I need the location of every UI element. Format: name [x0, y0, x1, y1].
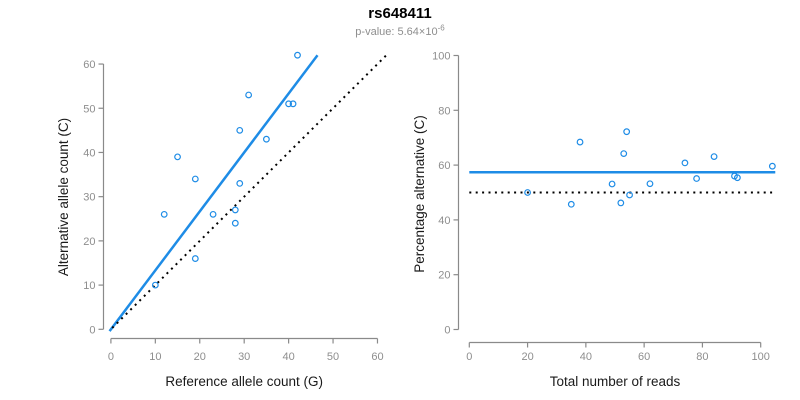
- data-point: [236, 126, 244, 134]
- y-tick-label: 100: [432, 51, 450, 63]
- y-tick-label: 60: [83, 59, 95, 71]
- data-point: [567, 200, 575, 208]
- y-tick-label: 80: [438, 105, 450, 117]
- data-point: [191, 255, 199, 262]
- y-tick-label: 30: [83, 192, 95, 204]
- data-point: [231, 219, 239, 227]
- x-tick-label: 10: [149, 351, 161, 363]
- x-tick-label: 0: [108, 351, 114, 363]
- x-tick-label: 50: [327, 351, 339, 363]
- data-point: [151, 281, 159, 289]
- y-tick-label: 20: [83, 236, 95, 248]
- y-tick-label: 40: [438, 215, 450, 227]
- x-tick-label: 80: [696, 351, 708, 363]
- y-tick-label: 50: [83, 103, 95, 115]
- data-point: [231, 206, 239, 214]
- data-point: [191, 175, 199, 183]
- y-tick-label: 10: [83, 280, 95, 292]
- data-point: [626, 191, 633, 199]
- data-point: [693, 175, 700, 182]
- data-point: [160, 210, 168, 218]
- data-point: [209, 210, 217, 218]
- data-point: [646, 180, 654, 188]
- y-axis-title: Percentage alternative (C): [412, 115, 427, 273]
- pvalue-text: p-value: 5.64×10: [355, 26, 438, 38]
- data-point: [174, 153, 181, 161]
- x-tick-label: 100: [752, 351, 770, 363]
- x-tick-label: 20: [194, 351, 206, 363]
- data-point: [576, 138, 584, 146]
- data-point: [294, 51, 301, 59]
- data-point: [623, 128, 631, 136]
- data-point: [285, 100, 293, 108]
- data-point: [245, 91, 253, 99]
- y-tick-label: 20: [438, 270, 450, 282]
- y-tick-label: 0: [444, 325, 450, 337]
- data-point: [733, 174, 741, 182]
- x-tick-label: 40: [580, 351, 592, 363]
- identity-line: [111, 53, 389, 329]
- x-tick-label: 60: [371, 351, 383, 363]
- x-tick-label: 60: [638, 351, 650, 363]
- y-tick-label: 0: [89, 324, 95, 336]
- data-point: [608, 180, 616, 188]
- x-axis-title: Reference allele count (G): [165, 374, 323, 389]
- y-tick-label: 60: [438, 160, 450, 172]
- data-point: [768, 162, 776, 170]
- y-tick-label: 40: [83, 147, 95, 159]
- fit-line: [108, 54, 319, 332]
- pvalue-exponent: -6: [437, 23, 445, 33]
- data-point: [710, 153, 718, 161]
- data-point: [681, 159, 689, 167]
- x-tick-label: 0: [466, 351, 472, 363]
- data-point: [236, 180, 244, 187]
- data-point: [620, 150, 628, 157]
- figure-title: rs648411: [368, 5, 432, 22]
- x-tick-label: 30: [238, 351, 250, 363]
- figure-subtitle-pvalue: p-value: 5.64×10-6: [0, 23, 800, 38]
- data-point: [524, 189, 531, 196]
- data-point: [289, 100, 297, 108]
- y-axis-title: Alternative allele count (C): [56, 118, 71, 276]
- x-tick-label: 20: [521, 351, 533, 363]
- x-axis-title: Total number of reads: [550, 374, 681, 389]
- data-point: [617, 199, 625, 207]
- x-tick-label: 40: [282, 351, 294, 363]
- data-point: [263, 135, 270, 143]
